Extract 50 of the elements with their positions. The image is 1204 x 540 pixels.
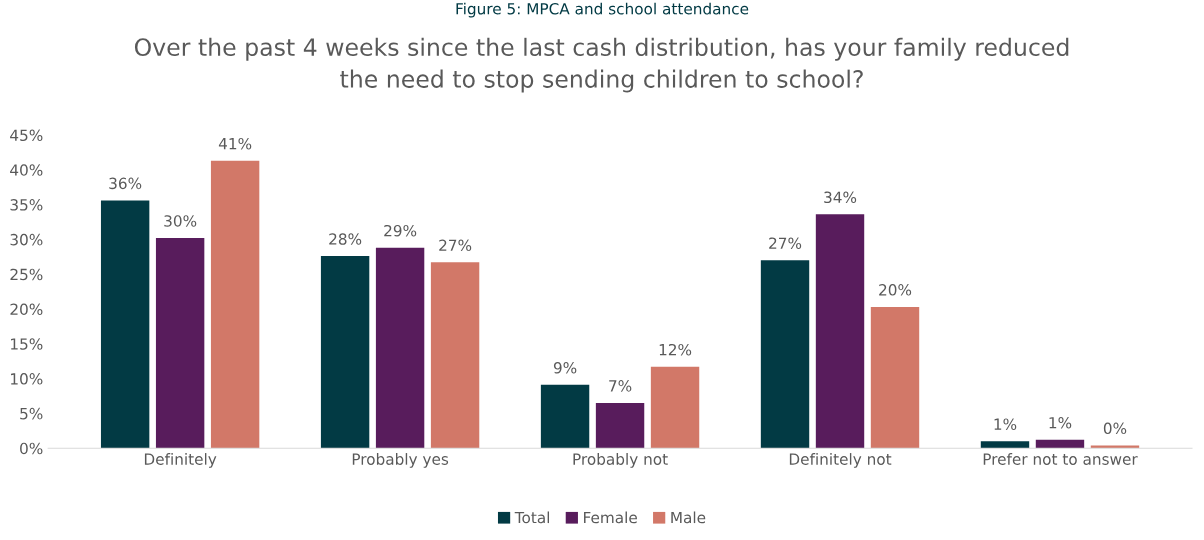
data-label: 1% [1049,417,1072,429]
bar [650,366,700,449]
bar [540,384,590,449]
data-label: 34% [824,191,857,204]
y-tick-label: 25% [10,268,43,281]
bar [1035,439,1085,449]
y-tick-label: 15% [11,338,43,350]
y-tick-label: 10% [11,373,43,385]
legend-label: Male [671,511,706,524]
data-label: 30% [164,215,197,227]
data-label: 27% [439,239,472,252]
x-tick-label: Definitely not [789,453,892,468]
caption: Figure 5: MPCA and school attendance [456,2,749,18]
y-tick-label: 40% [10,164,43,176]
bar [595,402,645,449]
bar [980,441,1030,449]
x-tick-label: Probably not [573,453,668,468]
bar [760,260,810,449]
legend-label: Total [514,511,550,524]
data-label: 7% [609,380,632,392]
x-tick-label: Definitely [144,453,217,468]
y-tick-label: 35% [10,199,43,211]
bar [320,256,370,449]
y-tick-label: 20% [10,303,43,316]
data-label: 20% [879,284,912,296]
data-label: 29% [384,224,417,237]
legend-label: Female [584,511,637,524]
bar [375,247,425,449]
data-label: 1% [994,418,1017,430]
chart-title: Over the past 4 weeks since the last cash distribution, has your family reduced the need to stop sending children to school? [134,37,1069,93]
data-label: 36% [109,177,142,190]
y-tick-label: 0% [20,442,43,455]
bar [210,160,260,449]
y-tick-label: 30% [10,233,43,246]
data-label: 9% [553,362,577,374]
x-tick-label: Probably yes [352,453,449,468]
bar [155,238,205,449]
data-label: 28% [329,233,362,245]
bar [1090,445,1140,449]
bar [430,262,480,449]
x-tick-label: Prefer not to answer [983,453,1138,465]
data-label: 12% [659,343,692,356]
data-label: 0% [1103,422,1127,435]
data-label: 41% [218,137,252,150]
bar [870,306,920,449]
y-tick-label: 5% [20,407,43,420]
y-tick-label: 45% [10,129,43,142]
bar [815,214,865,449]
data-label: 27% [769,237,802,249]
bar [100,200,150,449]
